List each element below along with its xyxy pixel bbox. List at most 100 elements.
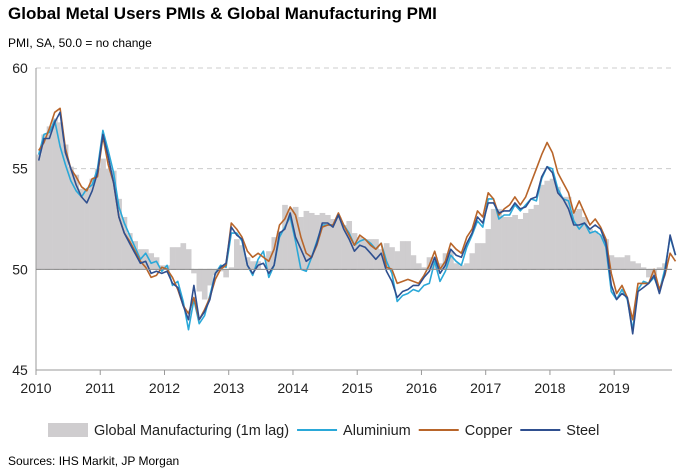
bar-global-manufacturing (480, 243, 486, 270)
bar-global-manufacturing (153, 257, 160, 270)
bar-global-manufacturing (613, 257, 620, 270)
bar-global-manufacturing (73, 174, 80, 270)
bar-global-manufacturing (517, 219, 524, 270)
bar-global-manufacturing (185, 249, 192, 270)
bar-global-manufacturing (180, 243, 187, 270)
bar-global-manufacturing (474, 243, 481, 270)
bar-global-manufacturing (458, 265, 465, 270)
bar-global-manufacturing (539, 184, 545, 270)
bar-global-manufacturing (619, 257, 625, 270)
bar-global-manufacturing (110, 170, 117, 270)
bar-global-manufacturing (357, 237, 363, 270)
bar-global-manufacturing (121, 216, 128, 270)
legend-label: Copper (465, 423, 513, 439)
bar-global-manufacturing (496, 208, 502, 270)
bar-global-manufacturing (587, 229, 593, 270)
x-tick-label: 2012 (149, 380, 180, 396)
bar-global-manufacturing (560, 196, 567, 270)
bar-global-manufacturing (175, 247, 181, 270)
bar-global-manufacturing (383, 243, 390, 270)
bar-global-manufacturing (330, 219, 336, 270)
bar-global-manufacturing (228, 267, 235, 270)
bar-global-manufacturing (533, 204, 540, 270)
bar-global-manufacturing (421, 267, 427, 270)
axes: 45 50 55 60 2010 2011 2012 2013 2014 2015 2016 2017… (12, 60, 672, 396)
bar-global-manufacturing (100, 158, 106, 270)
bar-global-manufacturing (544, 180, 551, 270)
bar-global-manufacturing (234, 239, 240, 270)
bar-global-manufacturing (191, 269, 197, 274)
bar-global-manufacturing (319, 212, 326, 270)
bar-global-manufacturing (250, 261, 256, 270)
bar-global-manufacturing (448, 251, 454, 270)
bar-global-manufacturing (105, 168, 112, 270)
bar-global-manufacturing (597, 235, 604, 270)
y-tick-label: 50 (12, 261, 28, 277)
bar-global-manufacturing (485, 229, 492, 270)
bar-global-manufacturing (415, 263, 422, 270)
bar-global-manufacturing (271, 237, 278, 270)
bar-global-manufacturing (656, 267, 663, 270)
bar-global-manufacturing (608, 255, 615, 270)
bar-global-manufacturing (169, 247, 176, 270)
bar-global-manufacturing (506, 216, 513, 270)
bar-global-manufacturing (201, 269, 208, 300)
bar-global-manufacturing (298, 216, 304, 270)
x-tick-label: 2013 (213, 380, 244, 396)
bar-global-manufacturing (464, 263, 470, 270)
bar-global-manufacturing (576, 208, 583, 270)
bar-global-manufacturing (239, 245, 246, 270)
bar-global-manufacturing (84, 188, 90, 270)
bar-global-manufacturing (378, 249, 385, 270)
bar-global-manufacturing (276, 231, 283, 270)
global-manufacturing-bars (36, 118, 668, 300)
bar-global-manufacturing (196, 269, 203, 292)
bar-global-manufacturing (362, 239, 369, 270)
bar-global-manufacturing (373, 239, 379, 270)
bar-global-manufacturing (68, 166, 74, 270)
x-tick-label: 2019 (599, 380, 630, 396)
series-line-steel (37, 111, 677, 335)
bar-global-manufacturing (78, 188, 85, 270)
series-line-aluminium (37, 119, 677, 331)
bar-global-manufacturing (453, 263, 460, 270)
bar-global-manufacturing (469, 253, 476, 270)
bar-global-manufacturing (399, 241, 406, 270)
bar-global-manufacturing (223, 269, 229, 278)
y-tick-label: 60 (12, 60, 28, 76)
bar-global-manufacturing (207, 269, 213, 286)
bar-global-manufacturing (389, 247, 395, 270)
bar-global-manufacturing (126, 233, 133, 270)
series-lines (37, 107, 677, 335)
chart-title: Global Metal Users PMIs & Global Manufac… (8, 4, 437, 23)
series-line-copper (38, 107, 677, 321)
x-tick-label: 2017 (470, 380, 501, 396)
bar-global-manufacturing (565, 196, 572, 270)
legend-label: Aluminium (343, 423, 411, 439)
bar-global-manufacturing (490, 208, 497, 270)
bar-global-manufacturing (346, 221, 353, 270)
bar-global-manufacturing (501, 216, 508, 270)
bar-global-manufacturing (36, 154, 42, 270)
bar-global-manufacturing (46, 126, 53, 270)
bar-global-manufacturing (635, 263, 642, 270)
bar-global-manufacturing (437, 263, 444, 270)
bar-global-manufacturing (143, 249, 149, 270)
bar-global-manufacturing (549, 178, 556, 270)
bar-global-manufacturing (624, 255, 631, 270)
bar-global-manufacturing (94, 168, 101, 270)
bar-global-manufacturing (303, 210, 310, 270)
bar-global-manufacturing (528, 208, 534, 270)
bar-global-manufacturing (555, 186, 561, 270)
bar-global-manufacturing (335, 216, 342, 270)
bar-global-manufacturing (394, 251, 401, 270)
x-tick-label: 2010 (20, 380, 51, 396)
bar-global-manufacturing (148, 253, 155, 270)
bar-global-manufacturing (522, 212, 529, 270)
x-tick-label: 2018 (534, 380, 565, 396)
bar-global-manufacturing (89, 178, 96, 270)
x-tick-label: 2015 (342, 380, 373, 396)
bar-global-manufacturing (116, 198, 122, 270)
bar-global-manufacturing (646, 269, 652, 278)
